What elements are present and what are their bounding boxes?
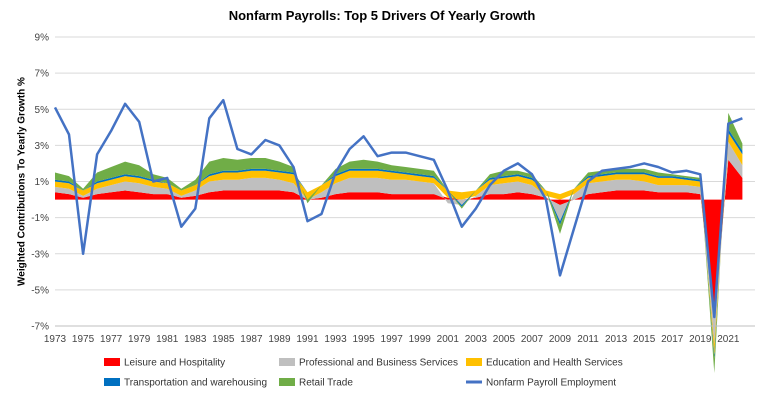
x-tick-label: 1989 bbox=[268, 334, 291, 345]
legend-label: Nonfarm Payroll Employment bbox=[486, 378, 616, 389]
x-tick-label: 2011 bbox=[577, 334, 599, 345]
y-tick-label: -1% bbox=[31, 213, 49, 224]
x-tick-label: 1983 bbox=[184, 334, 207, 345]
area-series-1 bbox=[55, 141, 743, 345]
chart-title: Nonfarm Payrolls: Top 5 Drivers Of Yearl… bbox=[228, 8, 536, 23]
x-tick-label: 2007 bbox=[521, 334, 544, 345]
x-tick-label: 1987 bbox=[240, 334, 263, 345]
y-tick-label: -5% bbox=[31, 285, 49, 296]
x-tick-label: 1985 bbox=[212, 334, 235, 345]
line-series-0 bbox=[53, 98, 743, 319]
y-tick-label: 5% bbox=[35, 105, 50, 116]
x-tick-label: 2019 bbox=[689, 334, 712, 345]
legend-label: Retail Trade bbox=[299, 378, 353, 389]
legend-swatch bbox=[279, 378, 295, 386]
legend-label: Transportation and warehousing bbox=[124, 378, 267, 389]
legend-swatch bbox=[279, 358, 295, 366]
x-tick-label: 1975 bbox=[72, 334, 95, 345]
y-tick-label: -3% bbox=[31, 249, 49, 260]
legend-swatch bbox=[104, 378, 120, 386]
x-tick-label: 2005 bbox=[493, 334, 516, 345]
x-tick-label: 2021 bbox=[717, 334, 740, 345]
x-tick-label: 2001 bbox=[437, 334, 460, 345]
x-tick-label: 1991 bbox=[296, 334, 319, 345]
y-tick-label: 1% bbox=[35, 177, 50, 188]
x-tick-label: 1979 bbox=[128, 334, 151, 345]
x-tick-label: 1999 bbox=[409, 334, 432, 345]
x-tick-label: 1997 bbox=[381, 334, 404, 345]
legend-label: Education and Health Services bbox=[486, 358, 623, 369]
x-tick-label: 1973 bbox=[44, 334, 67, 345]
legend-label: Leisure and Hospitality bbox=[124, 358, 225, 369]
legend-swatch bbox=[104, 358, 120, 366]
x-tick-label: 2003 bbox=[465, 334, 488, 345]
x-tick-label: 1977 bbox=[100, 334, 123, 345]
x-tick-label: 1993 bbox=[324, 334, 347, 345]
y-tick-label: 7% bbox=[35, 69, 50, 80]
y-tick-label: 3% bbox=[35, 141, 50, 152]
legend-label: Professional and Business Services bbox=[299, 358, 458, 369]
x-tick-label: 1981 bbox=[156, 334, 179, 345]
area-series-2 bbox=[55, 132, 743, 355]
legend-swatch bbox=[466, 358, 482, 366]
area-series-0 bbox=[55, 159, 743, 317]
y-tick-label: -7% bbox=[31, 322, 49, 333]
x-tick-label: 2009 bbox=[549, 334, 572, 345]
x-tick-label: 2015 bbox=[633, 334, 656, 345]
x-tick-label: 2013 bbox=[605, 334, 628, 345]
x-tick-label: 1995 bbox=[352, 334, 375, 345]
x-tick-label: 2017 bbox=[661, 334, 684, 345]
y-tick-label: 9% bbox=[35, 33, 50, 44]
